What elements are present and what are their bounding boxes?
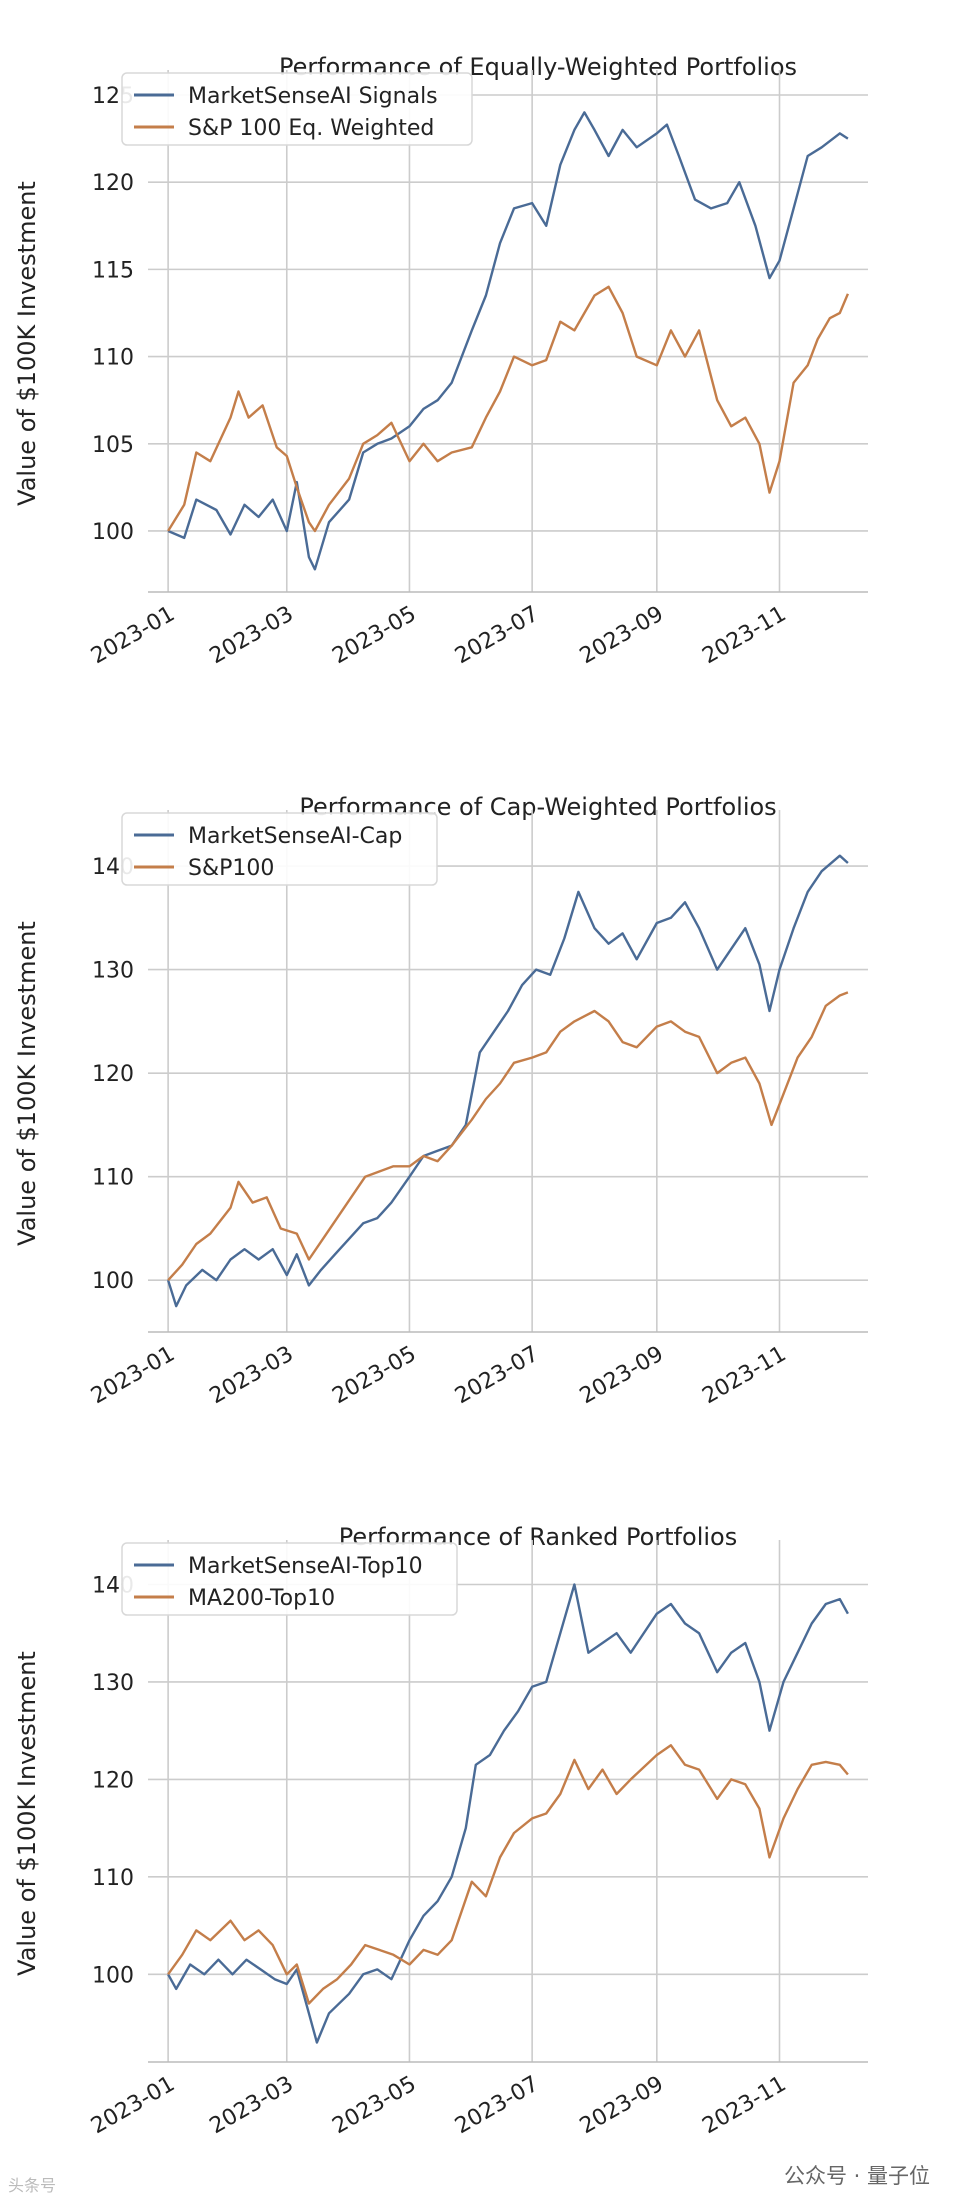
y-tick-label: 110 [92,346,134,371]
y-tick-label: 100 [92,1963,134,1988]
legend-label: MA200-Top10 [188,1586,335,1611]
x-tick-label: 2023-05 [328,1342,420,1410]
series-line-1 [167,991,849,1282]
x-tick-label: 2023-07 [451,1342,543,1410]
series-line-0 [166,854,849,1308]
y-tick-label: 115 [92,258,134,283]
chart-equal-weighted: Performance of Equally-Weighted Portfoli… [13,53,868,670]
x-tick-label: 2023-11 [698,602,790,670]
x-tick-label: 2023-01 [87,1342,179,1410]
legend-box [121,1542,458,1616]
x-tick-label: 2023-07 [451,2072,543,2140]
series-line-1 [167,285,850,533]
x-tick-label: 2023-09 [576,1342,668,1410]
x-tick-label: 2023-01 [87,2072,179,2140]
x-tick-label: 2023-01 [87,602,179,670]
series-line-0 [167,1583,849,2044]
y-tick-label: 100 [92,1269,134,1294]
series-line-0 [167,111,849,571]
legend-label: MarketSenseAI Signals [188,84,438,109]
x-tick-label: 2023-09 [576,2072,668,2140]
y-tick-label: 130 [92,959,134,984]
x-tick-label: 2023-05 [328,602,420,670]
x-tick-label: 2023-03 [206,2072,298,2140]
y-axis-label: Value of $100K Investment [13,921,41,1246]
x-tick-label: 2023-09 [576,602,668,670]
y-tick-label: 100 [92,520,134,545]
x-tick-label: 2023-11 [698,2072,790,2140]
x-tick-label: 2023-03 [206,1342,298,1410]
legend-label: MarketSenseAI-Top10 [188,1554,423,1579]
legend-box [121,72,473,146]
watermark-left: 头条号 [8,2176,57,2195]
y-tick-label: 110 [92,1166,134,1191]
y-axis-label: Value of $100K Investment [13,1651,41,1976]
x-tick-label: 2023-11 [698,1342,790,1410]
legend-box [121,812,438,886]
chart-cap-weighted: Performance of Cap-Weighted PortfoliosVa… [13,793,868,1410]
x-tick-label: 2023-03 [206,602,298,670]
watermark: 公众号 · 量子位 [783,2164,930,2188]
y-tick-label: 120 [92,1768,134,1793]
series-line-1 [167,1744,849,2005]
y-tick-label: 110 [92,1866,134,1891]
x-tick-label: 2023-07 [451,602,543,670]
y-tick-label: 105 [92,433,134,458]
y-tick-label: 120 [92,171,134,196]
y-axis-label: Value of $100K Investment [13,181,41,506]
legend-label: S&P 100 Eq. Weighted [188,116,434,141]
y-tick-label: 120 [92,1062,134,1087]
x-tick-label: 2023-05 [328,2072,420,2140]
y-tick-label: 130 [92,1671,134,1696]
legend-label: S&P100 [188,856,274,881]
legend-label: MarketSenseAI-Cap [188,824,402,849]
